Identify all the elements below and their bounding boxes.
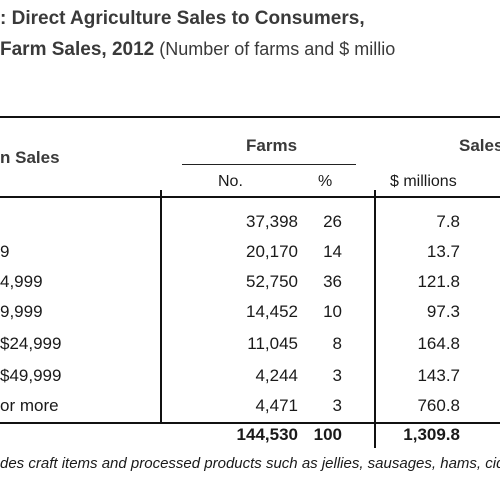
- cell-farms-percent: 3: [332, 366, 342, 385]
- cell-farms-percent: 36: [323, 272, 342, 291]
- row-label: $49,999: [0, 366, 62, 385]
- farms-header-rule: [182, 164, 356, 165]
- cell-farms-number: 4,244: [255, 366, 298, 385]
- cell-farms-number: 14,452: [246, 302, 298, 321]
- subheader-rule: [0, 196, 500, 198]
- total-sales-millions: 1,309.8: [403, 425, 460, 444]
- cell-farms-percent: 3: [332, 396, 342, 415]
- row-label: 9: [0, 242, 10, 261]
- cell-farms-number: 4,471: [255, 396, 298, 415]
- cell-sales-millions: 143.7: [417, 366, 460, 385]
- table-title-line-1: : Direct Agriculture Sales to Consumers,: [0, 8, 365, 30]
- total-rule: [0, 422, 500, 424]
- table-row: or more 4,471 3 760.8: [0, 396, 500, 422]
- column-divider-right: [374, 190, 376, 448]
- title-text: : Direct Agriculture Sales to Consumers,: [0, 8, 365, 29]
- cell-farms-percent: 26: [323, 212, 342, 231]
- cell-sales-millions: 121.8: [417, 272, 460, 291]
- cell-farms-percent: 14: [323, 242, 342, 261]
- column-header-farms: Farms: [246, 136, 298, 155]
- cell-sales-millions: 7.8: [436, 212, 460, 231]
- table-title-line-2: Farm Sales, 2012 (Number of farms and $ …: [0, 38, 395, 61]
- row-label: or more: [0, 396, 59, 415]
- table-total-row: 144,530 100 1,309.8: [0, 425, 500, 451]
- cell-farms-number: 52,750: [246, 272, 298, 291]
- column-divider-left: [160, 190, 162, 422]
- subheader-percent: %: [318, 173, 333, 190]
- table-row: 37,398 26 7.8: [0, 212, 500, 238]
- cell-sales-millions: 97.3: [426, 302, 460, 321]
- cell-sales-millions: 13.7: [426, 242, 460, 261]
- table-row: $49,999 4,244 3 143.7: [0, 366, 500, 392]
- cell-sales-millions: 760.8: [417, 396, 460, 415]
- cell-farms-number: 11,045: [247, 334, 298, 353]
- title-text-bold: Farm Sales, 2012: [0, 39, 155, 60]
- column-header-sales-class: n Sales: [0, 148, 60, 167]
- table-row: $24,999 11,045 8 164.8: [0, 334, 500, 360]
- row-label: 4,999: [0, 272, 43, 291]
- cell-farms-percent: 8: [332, 334, 342, 353]
- row-label: $24,999: [0, 334, 62, 353]
- column-header-sales: Sales: [459, 136, 500, 155]
- total-farms-percent: 100: [313, 425, 342, 444]
- row-label: 9,999: [0, 302, 43, 321]
- table-top-rule: [0, 116, 500, 118]
- subheader-millions: $ millions: [390, 173, 457, 190]
- title-units: (Number of farms and $ millio: [154, 39, 396, 59]
- total-farms-number: 144,530: [236, 425, 298, 444]
- cell-farms-percent: 10: [323, 302, 342, 321]
- table-row: 4,999 52,750 36 121.8: [0, 272, 500, 298]
- table-row: 9 20,170 14 13.7: [0, 242, 500, 268]
- subheader-number: No.: [218, 173, 243, 190]
- cell-sales-millions: 164.8: [417, 334, 460, 353]
- cell-farms-number: 20,170: [246, 242, 298, 261]
- table-footnote: des craft items and processed products s…: [0, 455, 500, 472]
- table-row: 9,999 14,452 10 97.3: [0, 302, 500, 328]
- cell-farms-number: 37,398: [246, 212, 298, 231]
